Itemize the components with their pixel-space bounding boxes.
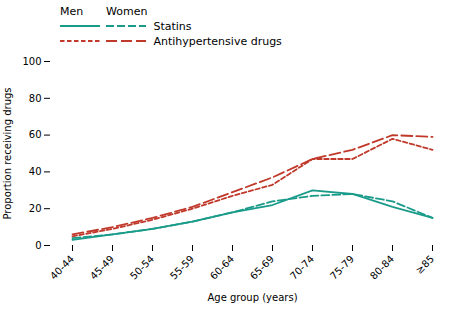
html-text:Statins: Statins	[153, 20, 192, 33]
svg-text:70-74: 70-74	[288, 253, 316, 281]
svg-text:75-79: 75-79	[328, 253, 356, 281]
svg-text:45-49: 45-49	[88, 253, 116, 281]
svg-text:100: 100	[22, 56, 41, 67]
html-text:Women: Women	[106, 5, 148, 18]
svg-text:0: 0	[35, 240, 41, 251]
svg-text:80: 80	[29, 93, 42, 104]
svg-text:Age group (years): Age group (years)	[207, 292, 297, 303]
html-text:Antihypertensive drugs: Antihypertensive drugs	[153, 35, 282, 48]
svg-text:55-59: 55-59	[168, 253, 196, 281]
svg-text:≥85: ≥85	[413, 253, 436, 276]
svg-text:60: 60	[29, 129, 42, 140]
svg-text:20: 20	[29, 203, 42, 214]
svg-text:60-64: 60-64	[208, 253, 236, 281]
svg-text:Proportion receiving drugs: Proportion receiving drugs	[2, 87, 13, 219]
svg-text:65-69: 65-69	[248, 253, 276, 281]
svg-text:80-84: 80-84	[368, 253, 396, 281]
svg-text:40-44: 40-44	[48, 253, 76, 281]
svg-text:40: 40	[29, 166, 42, 177]
svg-text:50-54: 50-54	[128, 253, 156, 281]
html-text:Men: Men	[60, 5, 84, 18]
